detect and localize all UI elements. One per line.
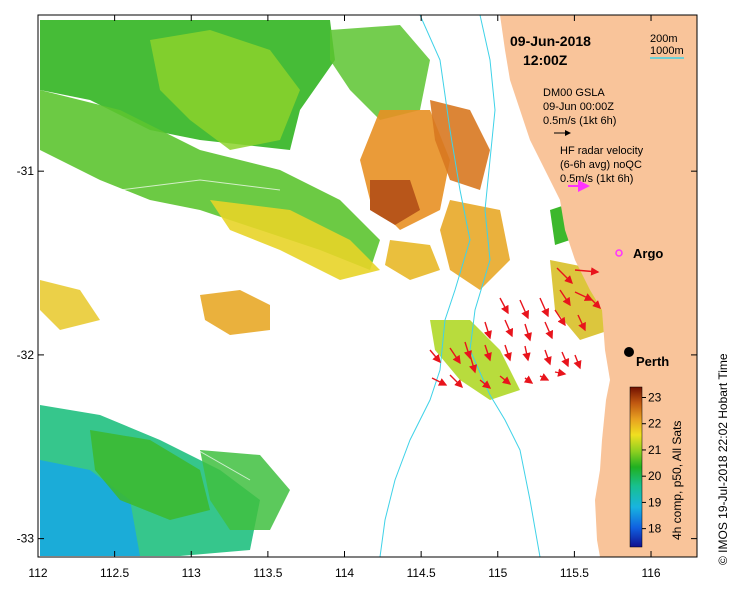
argo-marker-icon (615, 249, 623, 257)
map-time: 12:00Z (523, 52, 568, 68)
sst-patches (40, 20, 610, 556)
hf-current-arrow-icon (539, 373, 550, 381)
lon-tick-label: 115.5 (560, 566, 589, 580)
colorbar-ticks: 23 22 21 20 19 18 (642, 390, 662, 536)
hf-current-arrow-icon (554, 368, 567, 377)
plot-frame (37, 14, 698, 558)
hf-radar-arrows (429, 267, 601, 389)
hf-current-arrow-icon (554, 309, 566, 327)
hf-current-arrow-icon (559, 289, 571, 307)
lon-tick-label: 114 (335, 566, 354, 580)
gsla-title: DM00 GSLA (543, 87, 605, 99)
scale-200m-label: 200m (650, 33, 678, 45)
hf-current-arrow-icon (504, 319, 514, 338)
lat-tick-label: -32 (17, 348, 35, 362)
hf-current-arrow-icon (561, 351, 570, 368)
lon-tick-label: 112 (28, 566, 47, 580)
hf-current-arrow-icon (429, 349, 441, 364)
hf-current-arrow-icon (591, 299, 601, 309)
colorbar-title: 4h comp, p50, All Sats (670, 421, 684, 540)
colorbar-tick-label: 23 (648, 390, 662, 404)
lon-tick-label: 115 (488, 566, 507, 580)
lat-tick-label: -31 (17, 164, 35, 178)
lon-tick-label: 113 (182, 566, 201, 580)
hf-current-arrow-icon (574, 267, 600, 276)
hf-current-arrow-icon (499, 375, 512, 385)
lon-tick-label: 114.5 (407, 566, 436, 580)
longitude-axis: 112 112.5 113 113.5 114 114.5 115 115.5 116 (28, 15, 661, 580)
lon-tick-label: 113.5 (253, 566, 282, 580)
hf-current-arrow-icon (431, 377, 448, 386)
hf-current-arrow-icon (539, 297, 549, 318)
colorbar-tick-label: 20 (648, 469, 662, 483)
hf-current-arrow-icon (499, 297, 509, 315)
perth-marker-icon (624, 347, 634, 357)
lat-tick-label: -33 (17, 532, 35, 546)
hf-current-arrow-icon (522, 345, 531, 362)
colorbar-tick-label: 18 (648, 522, 662, 536)
perth-label: Perth (636, 354, 669, 369)
hf-current-arrow-icon (519, 299, 529, 320)
argo-label: Argo (633, 246, 663, 261)
hf-current-arrow-icon (468, 354, 478, 374)
map-date: 09-Jun-2018 (510, 33, 591, 49)
gsla-date: 09-Jun 00:00Z (543, 101, 614, 113)
hf-current-arrow-icon (483, 344, 492, 362)
lon-tick-label: 116 (641, 566, 660, 580)
land-mass (500, 15, 697, 557)
hf-current-arrow-icon (523, 323, 532, 342)
hf-current-arrow-icon (449, 374, 463, 388)
hf-current-arrow-icon (449, 347, 461, 365)
isobath-1000m (379, 15, 471, 557)
lon-tick-label: 112.5 (100, 566, 129, 580)
isobath-200m (469, 15, 541, 557)
scale-1000m-label: 1000m (650, 45, 684, 57)
credit-text: © IMOS 19-Jul-2018 22:02 Hobart Time (716, 353, 730, 565)
hf-current-arrow-icon (544, 321, 554, 340)
colorbar-tick-label: 21 (648, 443, 662, 457)
gsla-scale: 0.5m/s (1kt 6h) (543, 115, 616, 127)
hf-current-arrow-icon (574, 291, 594, 301)
hf-current-arrow-icon (479, 379, 492, 389)
hf-current-arrow-icon (577, 314, 586, 332)
hf-current-arrow-icon (543, 349, 552, 366)
latitude-axis: -31 -32 -33 (17, 164, 697, 546)
colorbar-tick-label: 22 (648, 417, 662, 431)
hf-current-arrow-icon (523, 375, 534, 384)
hf-current-arrow-icon (503, 344, 512, 362)
colorbar (629, 386, 643, 548)
hf-sub: (6-6h avg) noQC (560, 159, 642, 171)
hf-current-arrow-icon (573, 354, 582, 370)
hf-scale: 0.5m/s (1kt 6h) (560, 173, 633, 185)
hf-current-arrow-icon (556, 267, 573, 284)
colorbar-tick-label: 19 (648, 495, 662, 509)
hf-title: HF radar velocity (560, 145, 644, 157)
hf-current-arrow-icon (483, 321, 492, 340)
hf-current-arrow-icon (463, 341, 472, 360)
